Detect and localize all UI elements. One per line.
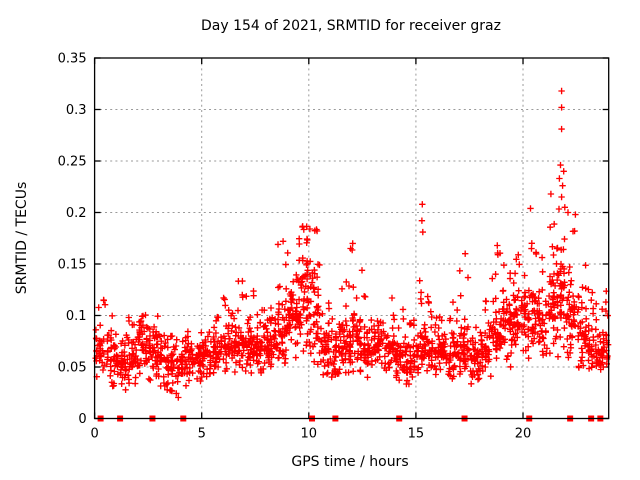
- svg-text:0.35: 0.35: [58, 52, 87, 67]
- plot-border: [93, 57, 610, 420]
- svg-text:20: 20: [515, 427, 532, 442]
- x-axis-label: GPS time / hours: [291, 454, 409, 470]
- y-tick-labels: 0 0.05 0.1 0.15 0.2 0.25 0.3 0.35: [58, 52, 87, 428]
- svg-text:0.15: 0.15: [58, 258, 87, 273]
- x-tick-labels: 0 5 10 15 20: [90, 427, 531, 442]
- svg-text:0.3: 0.3: [66, 103, 87, 118]
- svg-text:15: 15: [408, 427, 425, 442]
- chart-title: Day 154 of 2021, SRMTID for receiver gra…: [201, 18, 501, 34]
- svg-text:0.05: 0.05: [58, 361, 87, 376]
- svg-text:0.2: 0.2: [66, 206, 87, 221]
- svg-text:0.25: 0.25: [58, 155, 87, 170]
- svg-text:0: 0: [78, 412, 86, 427]
- y-axis-label: SRMTID / TECUs: [14, 181, 30, 295]
- svg-text:0: 0: [90, 427, 98, 442]
- scatter-points: [92, 87, 612, 401]
- svg-text:10: 10: [301, 427, 318, 442]
- svg-text:0.1: 0.1: [66, 309, 87, 324]
- svg-text:5: 5: [198, 427, 206, 442]
